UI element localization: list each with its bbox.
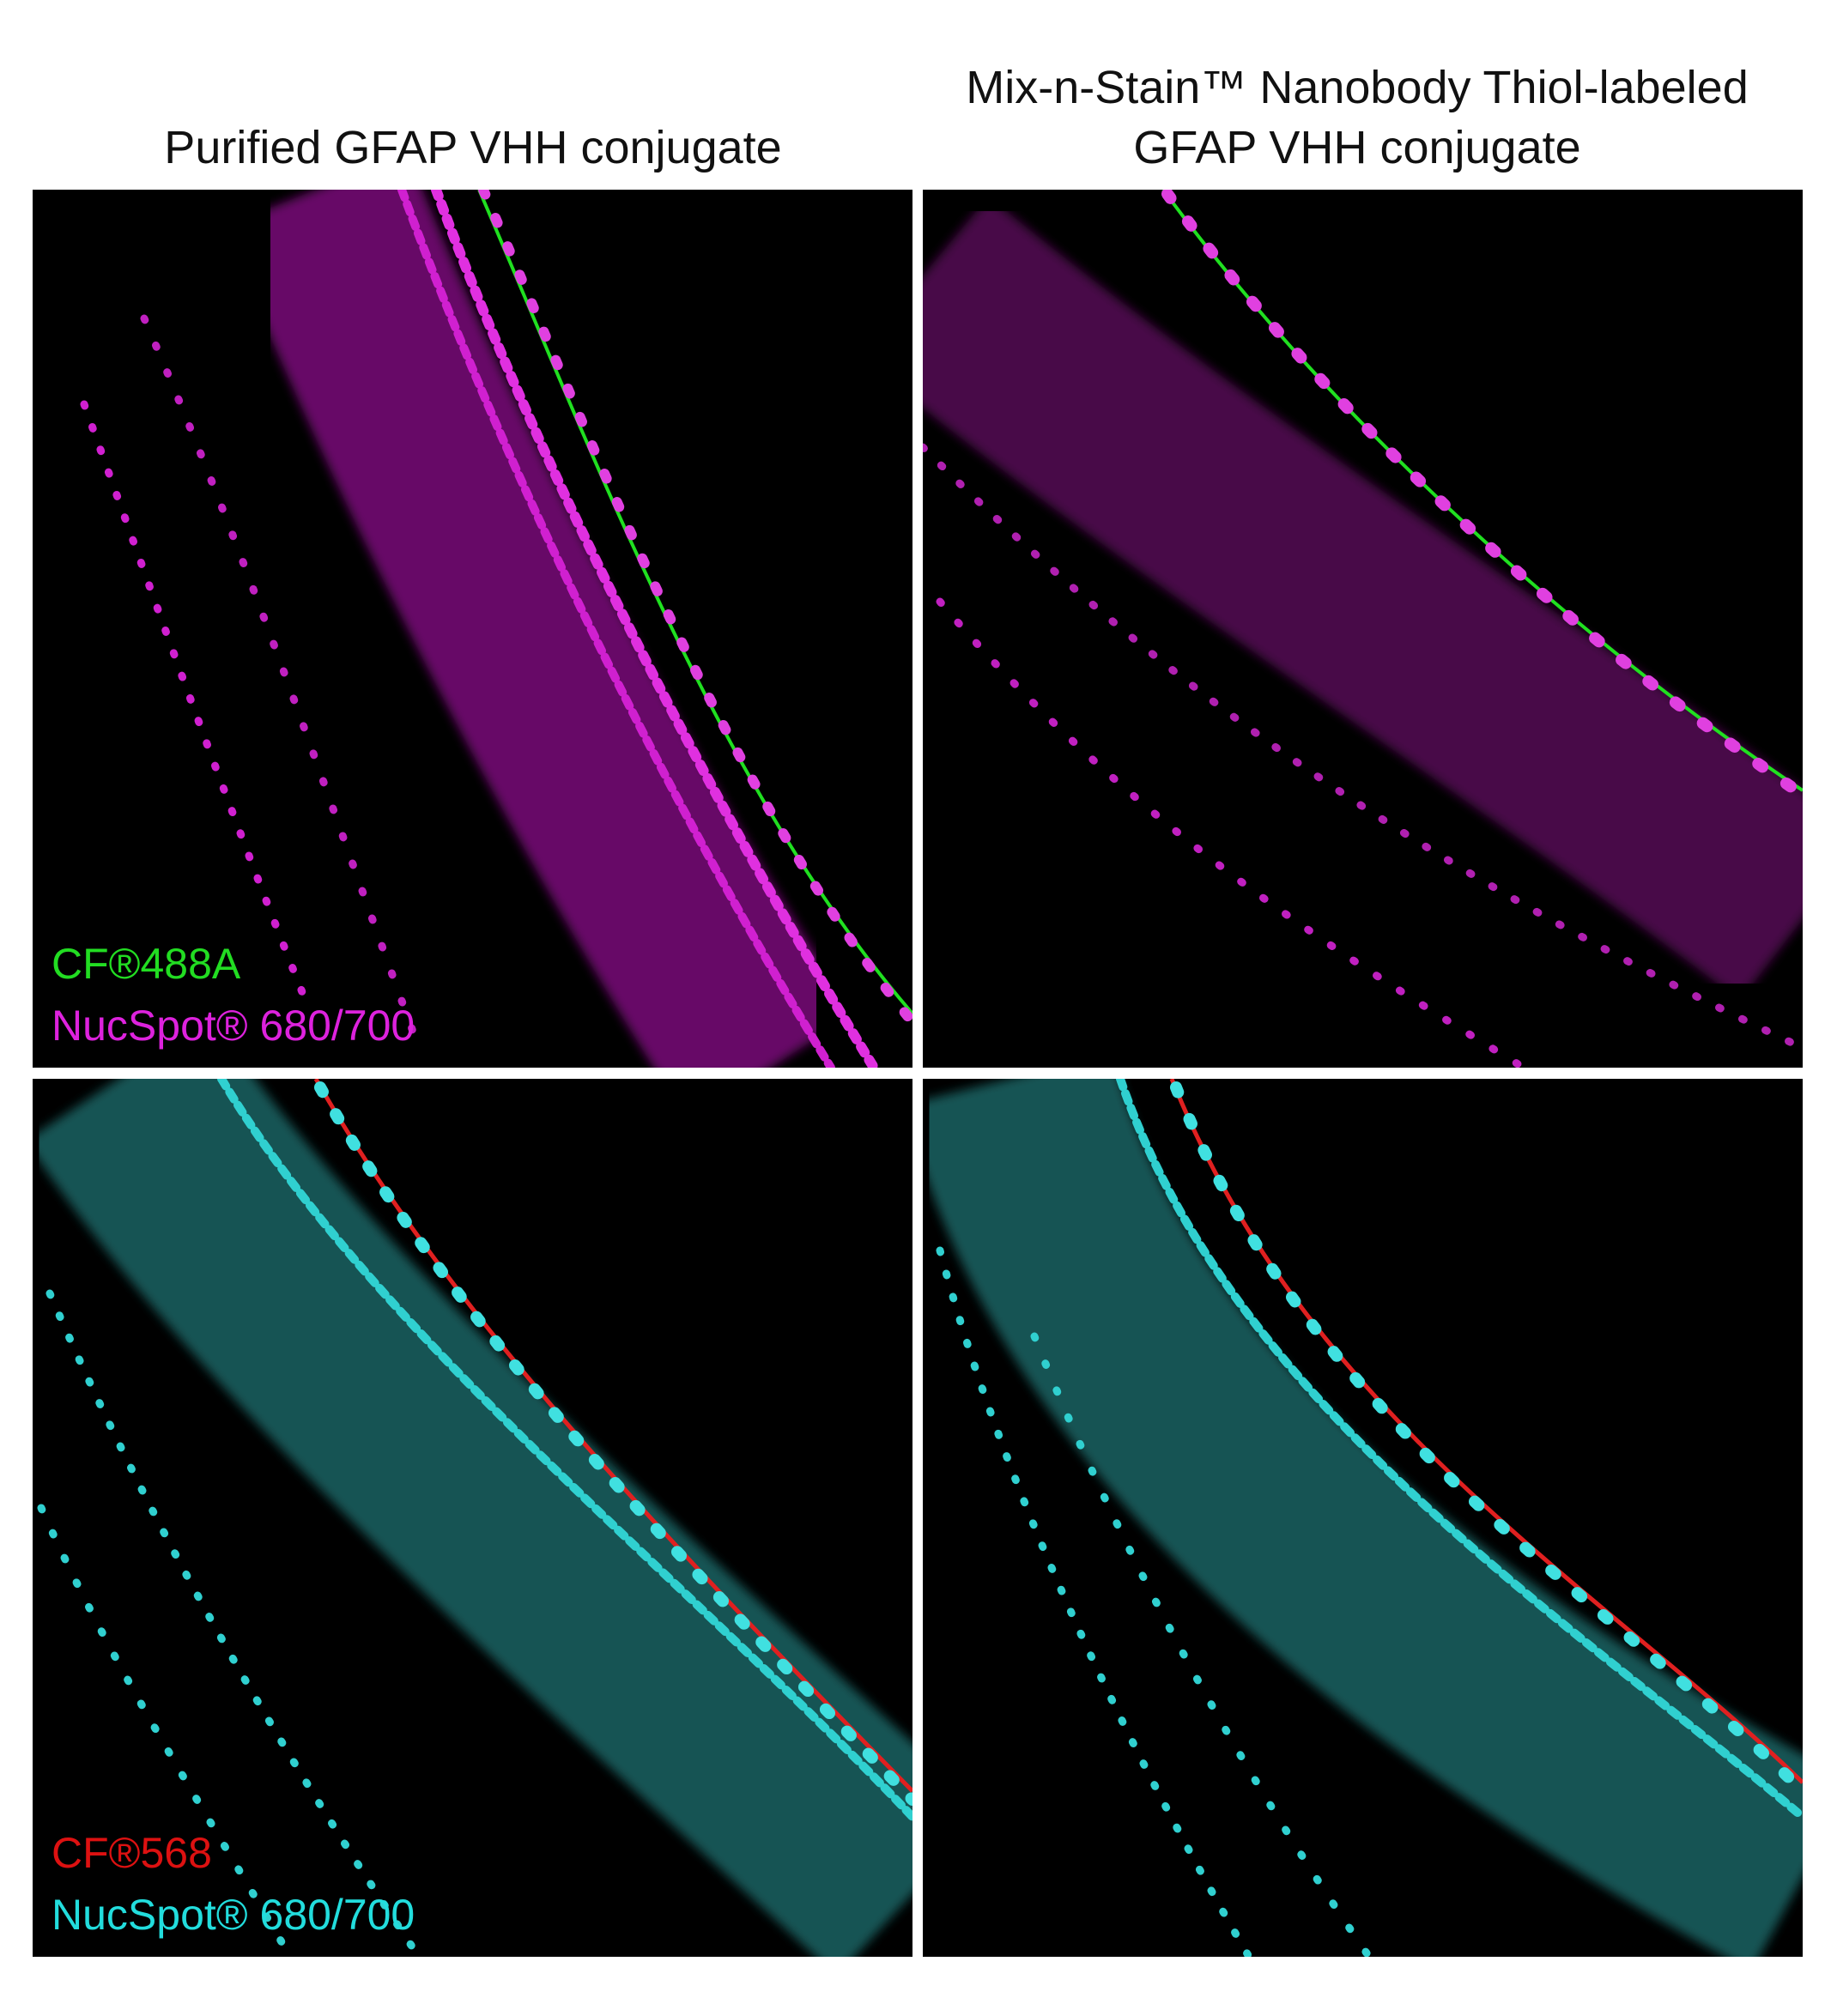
column-title: Mix-n-Stain™ Nanobody Thiol-labeled [966,62,1748,113]
channel-label: NucSpot® 680/700 [52,1891,415,1939]
micrograph [923,1079,1803,1957]
channel-label: CF®568 [52,1829,212,1877]
micrograph [33,1079,912,1957]
channel-label: NucSpot® 680/700 [52,1002,415,1050]
micrograph [33,190,912,1068]
channel-label: CF®488A [52,940,241,988]
micrograph [923,190,1803,1068]
column-title: Purified GFAP VHH conjugate [164,122,781,173]
column-title: GFAP VHH conjugate [1133,122,1580,173]
